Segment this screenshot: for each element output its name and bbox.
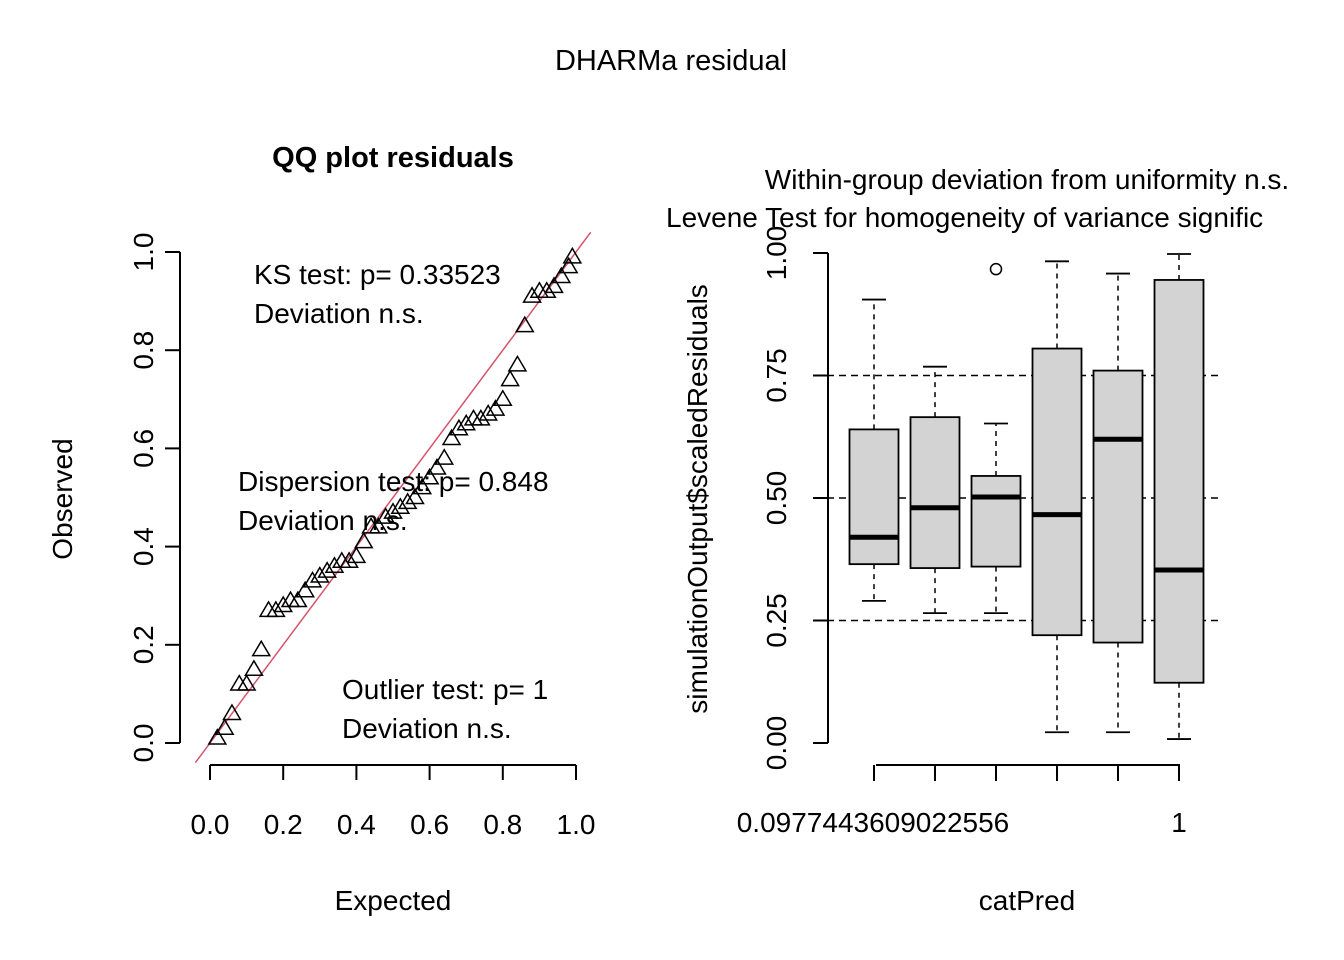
qq-point — [507, 354, 528, 372]
qq-point — [449, 418, 469, 436]
qq-point — [471, 408, 491, 426]
box-group — [909, 365, 961, 615]
box-group — [848, 298, 900, 602]
qq-point — [456, 413, 477, 431]
qq-point — [514, 315, 535, 333]
qq-ytick-label: 0.2 — [128, 625, 159, 664]
qq-point — [368, 516, 389, 534]
qq-point — [419, 467, 440, 485]
box-xlabel: catPred — [979, 885, 1076, 916]
qq-points — [207, 246, 583, 745]
outlier-deviation-label: Deviation n.s. — [342, 713, 512, 744]
qq-point — [295, 580, 315, 598]
qq-point — [346, 546, 367, 564]
ks-test-label: KS test: p= 0.33523 — [254, 259, 501, 290]
qq-xlabel: Expected — [335, 885, 452, 916]
box-subtitle-levene: Levene Test for homogeneity of variance … — [666, 202, 1263, 233]
qq-ytick-label: 0.8 — [128, 331, 159, 370]
box-iqr — [1092, 369, 1144, 644]
qq-point — [244, 659, 264, 677]
box-ytick-label: 0.25 — [761, 593, 792, 648]
qq-point — [522, 286, 542, 303]
qq-point — [353, 531, 374, 549]
qq-point — [558, 256, 579, 274]
qq-point — [397, 492, 418, 510]
qq-point — [551, 266, 572, 284]
qq-point — [544, 276, 564, 294]
box-ticks: 0.00 0.25 0.50 0.75 1.00 — [761, 226, 1180, 781]
box-ytick-label: 1.00 — [761, 226, 792, 281]
qq-point — [405, 487, 425, 505]
qq-point — [375, 507, 396, 524]
qq-xtick-label: 0.8 — [483, 809, 522, 840]
box-ylabel: simulationOutput$scaledResiduals — [682, 284, 713, 714]
qq-point — [434, 448, 455, 465]
box-ytick-label: 0.75 — [761, 348, 792, 403]
qq-point — [309, 566, 330, 583]
box-ytick-label: 0.50 — [761, 471, 792, 526]
qq-point — [273, 595, 294, 613]
qq-xtick-label: 0.0 — [191, 809, 230, 840]
qq-point — [441, 428, 462, 446]
qq-ylabel: Observed — [47, 438, 78, 559]
qq-point — [266, 600, 286, 618]
qq-point — [485, 399, 506, 416]
figure-title: DHARMa residual — [555, 45, 787, 77]
qq-point — [302, 570, 323, 588]
qq-point — [536, 281, 557, 298]
box-xtick-label-last: 1 — [1171, 807, 1187, 838]
qq-point — [324, 556, 345, 573]
box-panel: Within-group deviation from uniformity n… — [666, 164, 1289, 916]
box-iqr — [848, 428, 900, 566]
qq-point — [383, 502, 403, 519]
qq-xtick-label: 1.0 — [557, 809, 596, 840]
box-group — [1153, 253, 1205, 740]
outlier-test-label: Outlier test: p= 1 — [342, 674, 548, 705]
qq-xtick-label: 0.4 — [337, 809, 376, 840]
qq-point — [412, 477, 433, 495]
qq-point — [251, 639, 272, 657]
box-ytick-label: 0.00 — [761, 716, 792, 771]
qq-title: QQ plot residuals — [272, 142, 514, 174]
box-xtick-label-first: 0.0977443609022556 — [737, 807, 1010, 838]
qq-ytick-label: 0.4 — [128, 527, 159, 566]
qq-point — [207, 728, 228, 745]
box-iqr — [1153, 279, 1205, 684]
box-group — [970, 262, 1022, 615]
box-boxes — [848, 253, 1205, 740]
dispersion-deviation-label: Deviation n.s. — [238, 505, 408, 536]
qq-xtick-label: 0.2 — [264, 809, 303, 840]
box-iqr — [909, 416, 961, 569]
qq-point — [390, 497, 411, 515]
box-iqr — [970, 475, 1022, 568]
qq-xtick-label: 0.6 — [410, 809, 449, 840]
box-group — [1031, 260, 1083, 734]
qq-point — [339, 551, 359, 569]
qq-panel: QQ plot residuals Expected Observed 0.00… — [47, 142, 595, 916]
qq-point — [500, 369, 520, 387]
qq-point — [214, 718, 235, 735]
qq-point — [478, 404, 498, 421]
qq-point — [492, 389, 513, 406]
qq-point — [317, 561, 337, 578]
qq-point — [562, 246, 583, 264]
qq-point — [222, 703, 242, 721]
qq-ytick-label: 0.0 — [128, 724, 159, 763]
dispersion-test-label: Dispersion test: p= 0.848 — [238, 466, 549, 497]
qq-point — [427, 458, 447, 475]
qq-ticks: 0.0 0.0 0.2 0.2 0.4 0.4 0.6 0.6 0.8 0.8 1.0 1.0 — [128, 233, 595, 840]
ks-deviation-label: Deviation n.s. — [254, 298, 424, 329]
box-outlier — [989, 262, 1003, 276]
qq-point — [236, 674, 257, 691]
box-iqr — [1031, 347, 1083, 637]
qq-point — [288, 590, 308, 608]
qq-ytick-label: 1.0 — [128, 233, 159, 272]
box-group — [1092, 272, 1144, 734]
qq-ytick-label: 0.6 — [128, 429, 159, 468]
box-subtitle-uniformity: Within-group deviation from uniformity n… — [765, 164, 1289, 195]
